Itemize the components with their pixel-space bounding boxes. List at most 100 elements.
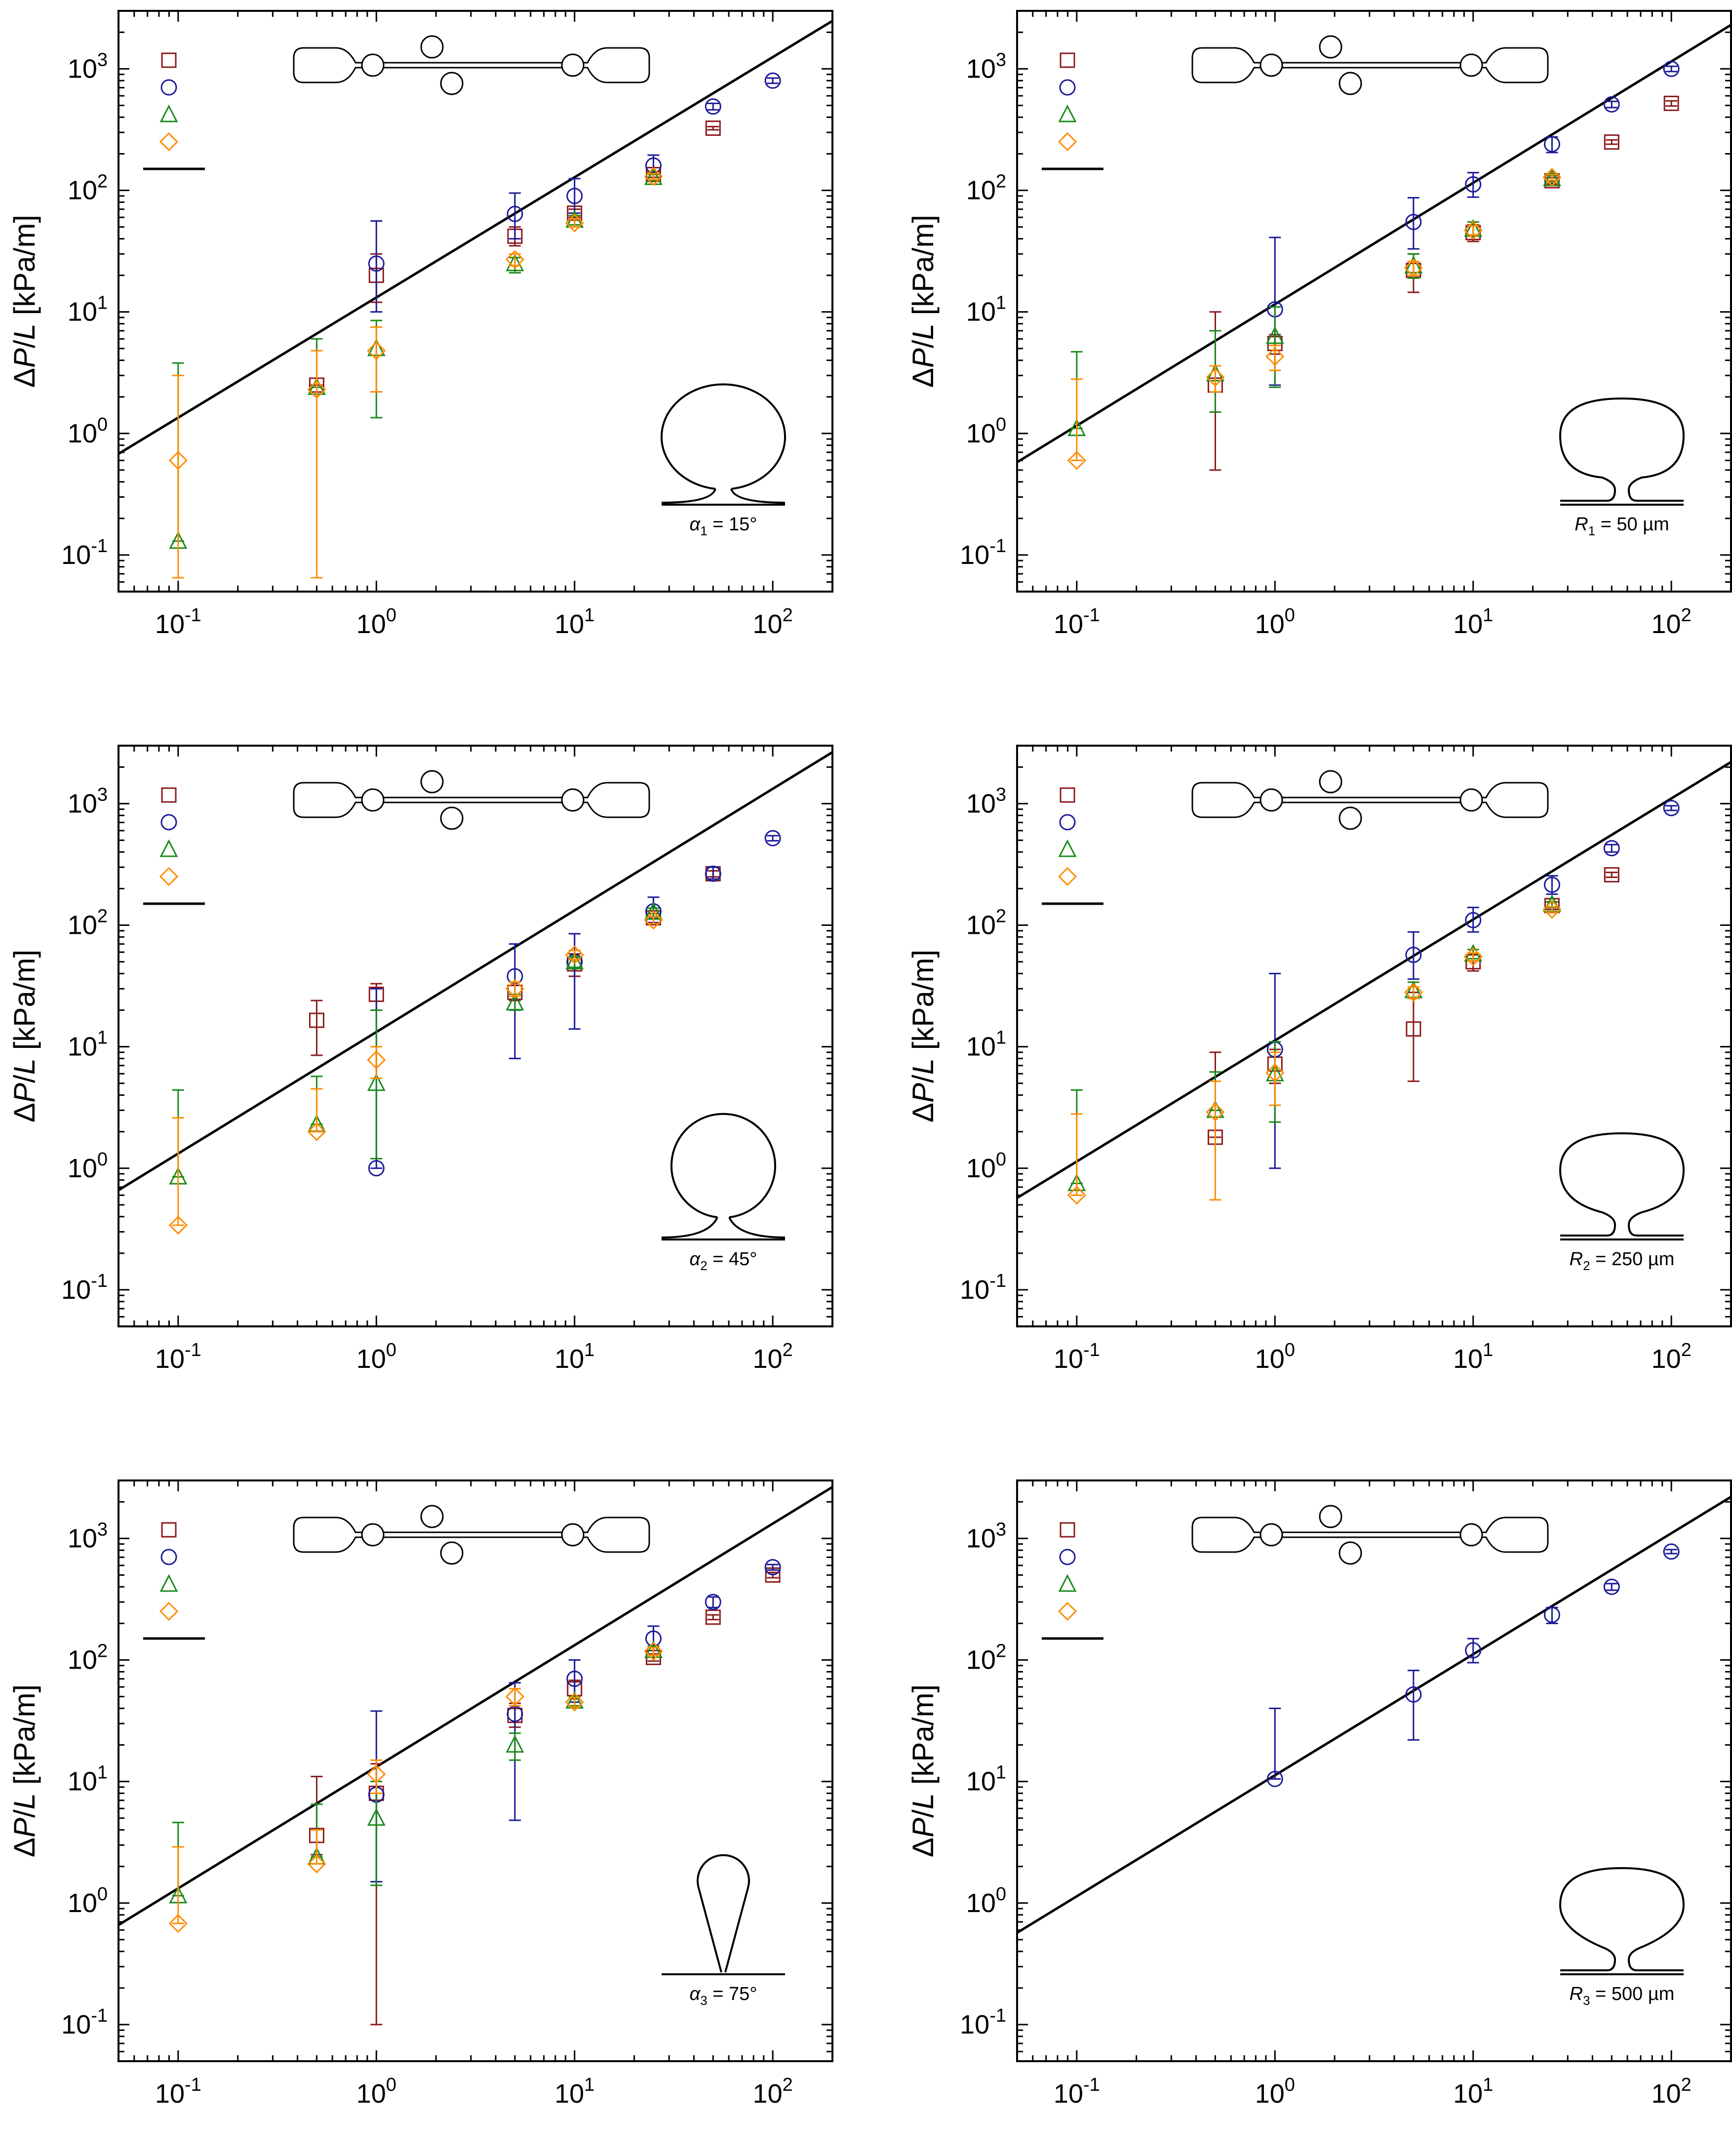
legend-marker-ad xyxy=(159,867,179,886)
data-point xyxy=(1067,451,1086,470)
x-tick-label: 10-1 xyxy=(155,2075,201,2109)
x-tick-label: 100 xyxy=(1255,2075,1295,2109)
data-point xyxy=(1465,912,1482,928)
x-tick-label: 100 xyxy=(1255,605,1295,639)
series-bc xyxy=(368,72,781,313)
series-ab xyxy=(309,1567,781,2026)
axis-ticks xyxy=(118,10,833,593)
axis-ticks xyxy=(118,745,833,1327)
y-tick-label: 103 xyxy=(966,49,1006,83)
legend-marker-cd xyxy=(159,839,178,857)
y-tick-label: 103 xyxy=(966,784,1006,818)
channel-point-marker xyxy=(561,53,585,77)
data-point xyxy=(506,253,524,272)
legend-marker-ad xyxy=(159,1601,179,1621)
channel-point-marker xyxy=(361,53,385,77)
data-point xyxy=(705,120,721,136)
channel-schematic xyxy=(1191,35,1549,95)
channel-point-marker xyxy=(440,72,464,95)
channel-point-marker xyxy=(420,1505,444,1528)
data-point xyxy=(705,1609,721,1625)
y-tick-label: 10-1 xyxy=(960,1271,1006,1305)
data-point xyxy=(1463,221,1483,240)
legend xyxy=(143,787,205,905)
y-tick-label: 100 xyxy=(966,1149,1006,1183)
data-point xyxy=(1543,877,1560,893)
channel-outline xyxy=(293,1517,650,1553)
data-point xyxy=(1404,258,1423,278)
data-point xyxy=(644,911,663,930)
y-tick-label: 100 xyxy=(966,1884,1006,1918)
data-point xyxy=(565,213,584,233)
x-tick-label: 101 xyxy=(1453,2075,1493,2109)
data-point xyxy=(565,952,584,970)
series-ad xyxy=(168,1641,663,1933)
inset-channel-shape xyxy=(670,1113,776,1218)
legend-marker-bc xyxy=(1059,1549,1076,1565)
plot-frame xyxy=(118,10,833,593)
y-tick-label: 10-1 xyxy=(61,1271,108,1305)
channel-schematic xyxy=(293,770,650,830)
channel-point-marker xyxy=(1260,1523,1283,1547)
legend-marker-ab xyxy=(161,787,177,803)
inset-channel-shape xyxy=(1559,397,1685,502)
x-tick-label: 102 xyxy=(1652,605,1692,639)
data-point xyxy=(1543,136,1560,153)
data-point xyxy=(1206,367,1225,387)
chart-panel-1: 10-1 100 101 102 10-1 100 101 102 103 ΔP/L [kPa/m… xyxy=(8,10,833,639)
data-point xyxy=(1405,213,1422,230)
legend xyxy=(143,52,205,170)
data-point xyxy=(307,1122,326,1141)
y-tick-label: 103 xyxy=(68,1519,108,1553)
data-point xyxy=(645,157,662,174)
analytical-line xyxy=(118,1486,832,1926)
series-ab xyxy=(1207,867,1619,1145)
channel-point-marker xyxy=(361,788,385,812)
channel-schematic xyxy=(1191,770,1549,830)
x-tick-label: 100 xyxy=(356,605,396,639)
series-bc xyxy=(1266,799,1680,1169)
data-point xyxy=(1663,60,1680,77)
channel-point-marker xyxy=(1260,788,1283,812)
legend-marker-cd xyxy=(159,104,178,122)
inset-label: α1 = 15° xyxy=(690,514,757,538)
data-point xyxy=(1465,1642,1482,1659)
data-point xyxy=(367,1764,386,1784)
axis-ticks xyxy=(1016,745,1732,1327)
y-tick-label: 102 xyxy=(966,171,1006,205)
y-tick-label: 101 xyxy=(68,1762,108,1797)
series-cd xyxy=(169,1640,663,1904)
legend xyxy=(1042,52,1103,170)
data-point xyxy=(1542,168,1562,187)
data-point xyxy=(505,979,524,998)
legend-marker-bc xyxy=(1059,814,1076,831)
channel-point-marker xyxy=(1338,72,1362,95)
data-point xyxy=(505,1687,524,1706)
x-tick-label: 101 xyxy=(554,1340,594,1374)
x-tick-label: 100 xyxy=(356,1340,396,1374)
legend-marker-cd xyxy=(1058,1574,1077,1592)
inset-neck xyxy=(728,1217,786,1238)
channel-point-marker xyxy=(361,1523,385,1547)
series-bc xyxy=(368,1559,781,1882)
channel-point-marker xyxy=(1319,770,1342,794)
y-tick-label: 101 xyxy=(966,1762,1006,1797)
series-bc xyxy=(1266,1543,1680,1787)
inset-channel-shape xyxy=(697,1854,750,1973)
y-tick-label: 100 xyxy=(966,414,1006,448)
channel-point-marker xyxy=(1319,1505,1342,1528)
y-tick-label: 100 xyxy=(68,1884,108,1918)
data-point xyxy=(307,380,326,399)
analytical-line xyxy=(1017,1496,1731,1934)
channel-point-marker xyxy=(440,806,464,830)
data-point xyxy=(367,1073,386,1091)
cross-section-inset xyxy=(1559,1132,1685,1240)
chart-panel-2: 10-1 100 101 102 10-1 100 101 102 103 ΔP/L [kPa/m… xyxy=(906,10,1732,639)
x-tick-label: 101 xyxy=(554,605,594,639)
channel-point-marker xyxy=(420,35,444,59)
data-point xyxy=(506,1735,524,1753)
data-point xyxy=(507,205,523,222)
data-point xyxy=(1464,219,1483,237)
data-point xyxy=(1604,134,1619,150)
